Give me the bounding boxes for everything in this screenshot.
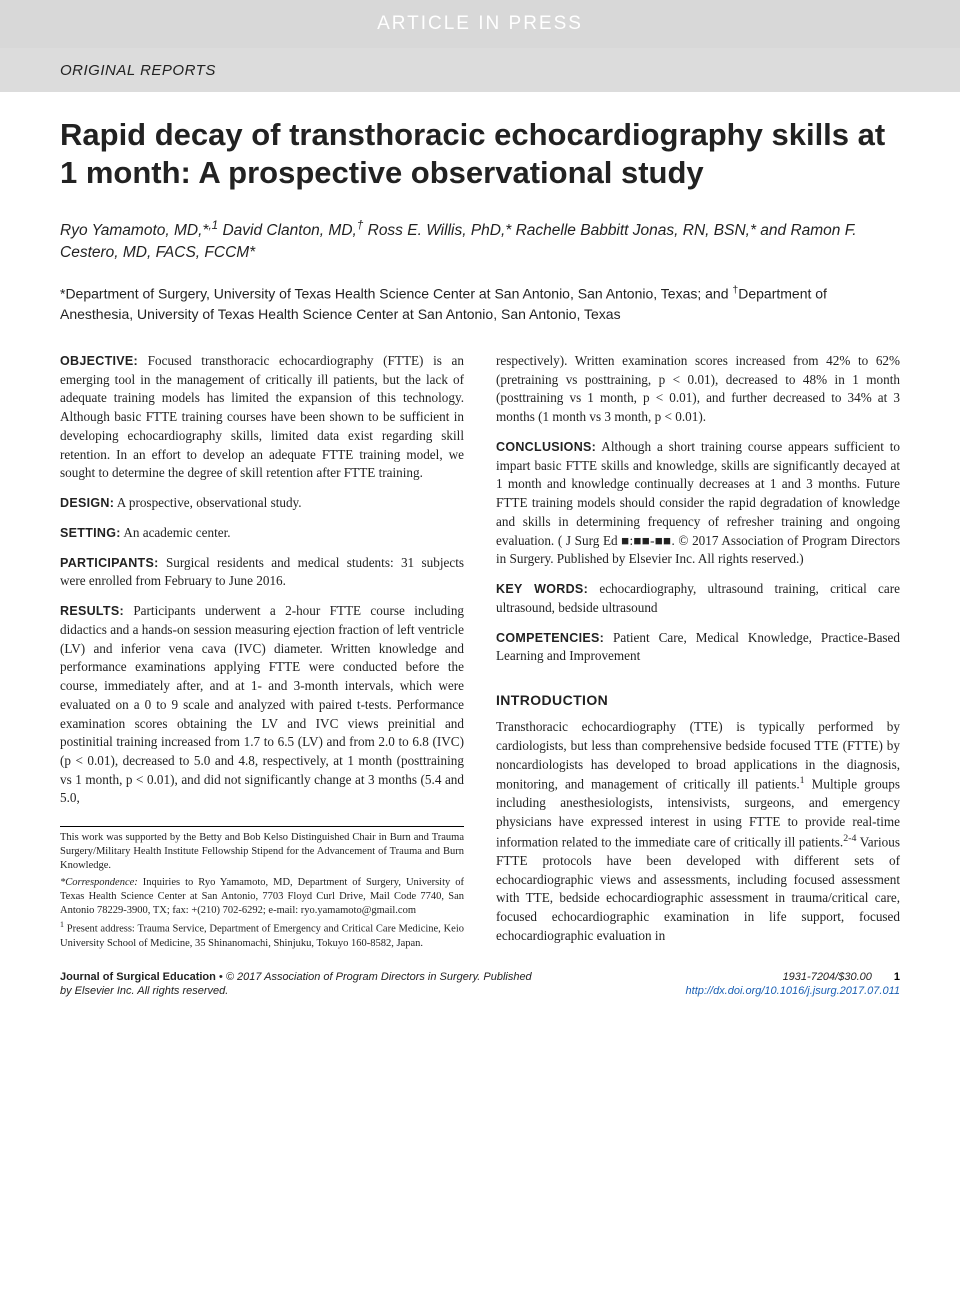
present-address-label: 1: [60, 920, 64, 929]
authors-list: Ryo Yamamoto, MD,*,1 David Clanton, MD,†…: [60, 218, 900, 265]
design-text: A prospective, observational study.: [117, 495, 302, 510]
abstract-competencies: COMPETENCIES: Patient Care, Medical Know…: [496, 629, 900, 666]
competencies-label: COMPETENCIES:: [496, 631, 604, 645]
introduction-paragraph: Transthoracic echocardiography (TTE) is …: [496, 718, 900, 946]
keywords-label: KEY WORDS:: [496, 582, 588, 596]
two-column-body: OBJECTIVE: Focused transthoracic echocar…: [0, 344, 960, 954]
conclusions-text: Although a short training course appears…: [496, 439, 900, 566]
abstract-design: DESIGN: A prospective, observational stu…: [60, 494, 464, 513]
setting-text: An academic center.: [123, 525, 230, 540]
title-block: Rapid decay of transthoracic echocardiog…: [0, 92, 960, 212]
present-address-text: Present address: Trauma Service, Departm…: [60, 924, 464, 949]
footnote-correspondence: *Correspondence: Inquiries to Ryo Yamamo…: [60, 876, 464, 918]
abstract-objective: OBJECTIVE: Focused transthoracic echocar…: [60, 352, 464, 483]
affiliations-text: *Department of Surgery, University of Te…: [60, 283, 900, 324]
footer-page-number: 1: [894, 971, 900, 983]
results-label: RESULTS:: [60, 604, 124, 618]
abstract-results: RESULTS: Participants underwent a 2-hour…: [60, 602, 464, 808]
right-column: respectively). Written examination score…: [496, 352, 900, 954]
abstract-participants: PARTICIPANTS: Surgical residents and med…: [60, 554, 464, 591]
banner-text: ARTICLE IN PRESS: [377, 13, 583, 35]
objective-text: Focused transthoracic echocardiography (…: [60, 353, 464, 480]
authors-block: Ryo Yamamoto, MD,*,1 David Clanton, MD,†…: [0, 212, 960, 275]
article-in-press-banner: ARTICLE IN PRESS: [0, 0, 960, 48]
footnote-funding: This work was supported by the Betty and…: [60, 831, 464, 873]
section-label: ORIGINAL REPORTS: [60, 62, 216, 79]
setting-label: SETTING:: [60, 526, 121, 540]
design-label: DESIGN:: [60, 496, 114, 510]
participants-label: PARTICIPANTS:: [60, 556, 159, 570]
affiliations-block: *Department of Surgery, University of Te…: [0, 275, 960, 344]
article-title: Rapid decay of transthoracic echocardiog…: [60, 116, 900, 192]
abstract-keywords: KEY WORDS: echocardiography, ultrasound …: [496, 580, 900, 617]
footnotes-block: This work was supported by the Betty and…: [60, 826, 464, 950]
left-column: OBJECTIVE: Focused transthoracic echocar…: [60, 352, 464, 954]
section-header-band: ORIGINAL REPORTS: [0, 48, 960, 92]
correspondence-label: *Correspondence:: [60, 877, 138, 888]
objective-label: OBJECTIVE:: [60, 354, 138, 368]
abstract-conclusions: CONCLUSIONS: Although a short training c…: [496, 438, 900, 569]
page-footer: Journal of Surgical Education • © 2017 A…: [0, 954, 960, 1010]
introduction-heading: INTRODUCTION: [496, 692, 900, 708]
footer-issn: 1931-7204/$30.00: [783, 971, 872, 983]
footer-doi-link[interactable]: http://dx.doi.org/10.1016/j.jsurg.2017.0…: [686, 985, 900, 997]
results-text: Participants underwent a 2-hour FTTE cou…: [60, 603, 464, 805]
footer-journal-name: Journal of Surgical Education: [60, 971, 216, 983]
abstract-setting: SETTING: An academic center.: [60, 524, 464, 543]
footer-right: 1931-7204/$30.00 1 http://dx.doi.org/10.1…: [549, 970, 900, 1000]
footnote-present-address: 1 Present address: Trauma Service, Depar…: [60, 920, 464, 950]
conclusions-label: CONCLUSIONS:: [496, 440, 596, 454]
abstract-results-continued: respectively). Written examination score…: [496, 352, 900, 427]
footer-left: Journal of Surgical Education • © 2017 A…: [60, 970, 533, 1000]
